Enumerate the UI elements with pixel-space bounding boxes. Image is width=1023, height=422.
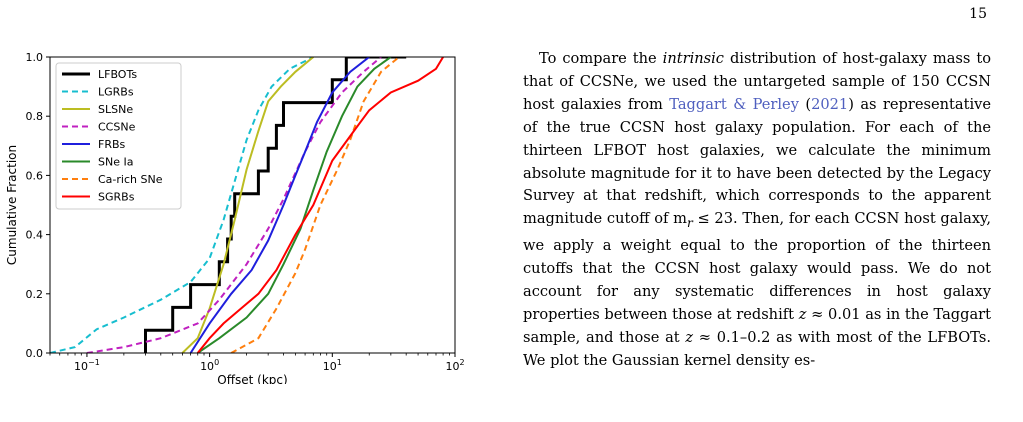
legend-label: SLSNe [98,103,133,116]
page-number: 15 [969,6,987,22]
legend-label: SGRBs [98,191,135,204]
y-tick-label: 0.2 [26,288,44,301]
plot-area [50,57,444,353]
cumulative-offset-chart: 10−1 100 101 102 0.0 0.2 0.4 0.6 0.8 1.0 Offset (k… [5,51,465,384]
y-axis-label: Cumulative Fraction [5,145,19,265]
legend-box [55,62,182,210]
legend-label: LGRBs [98,86,134,99]
legend-label: Ca-rich SNe [98,173,163,186]
legend-label: LFBOTs [98,68,137,81]
x-tick-label: 102 [445,358,464,373]
text-run: ) as representative of the true CCSN hos… [523,95,991,228]
text-run: ≈ 0.01 as in the Taggart sample, and tho… [523,305,991,346]
series-line-sgrbs [196,57,444,353]
x-axis-label: Offset (kpc) [217,373,287,384]
citation-year-link[interactable]: 2021 [811,95,849,113]
series-line-ca-rich-sne [230,57,400,353]
math-variable: z [685,328,694,346]
body-text: To compare the intrinsic distribution of… [523,48,991,373]
axes: 10−1 100 101 102 0.0 0.2 0.4 0.6 0.8 1.0 Offset (k… [5,51,465,384]
math-variable: z [798,305,807,323]
x-tick-label: 10−1 [74,358,100,373]
x-tick-label: 100 [200,358,219,373]
y-tick-label: 0.4 [26,229,44,242]
x-tick-label: 101 [323,358,342,373]
y-tick-label: 0.6 [26,169,44,182]
legend-label: FRBs [98,138,126,151]
citation-link[interactable]: Taggart & Perley [669,95,799,113]
text-run: distribution of host-galaxy mass to that… [523,50,991,113]
series-line-slsne [181,57,314,353]
series-group [50,57,444,353]
axes-frame [49,56,456,354]
emphasis-text: intrinsic [662,50,724,67]
text-run: To compare the [539,50,663,67]
series-line-frbs [189,57,370,353]
y-tick-label: 0.8 [26,110,44,123]
subscript: r [686,216,693,231]
legend: LFBOTs LGRBs SLSNe CCSNe FRBs SNe Ia Ca-rich S… [55,62,182,210]
y-tick-label: 1.0 [26,51,44,64]
series-line-lfbots [144,57,407,353]
y-tick-label: 0.0 [26,347,44,360]
paragraph: To compare the intrinsic distribution of… [523,48,991,373]
text-run: ≤ 23. Then, for each CCSN host galaxy, w… [523,210,991,323]
series-line-sne-ia [197,57,392,353]
text-run: ( [798,95,812,113]
legend-label: SNe Ia [98,156,133,169]
series-line-ccsne [86,57,382,353]
text-run: ≈ 0.1–0.2 as with most of the LFBOTs. We… [523,328,991,369]
legend-label: CCSNe [98,121,136,134]
